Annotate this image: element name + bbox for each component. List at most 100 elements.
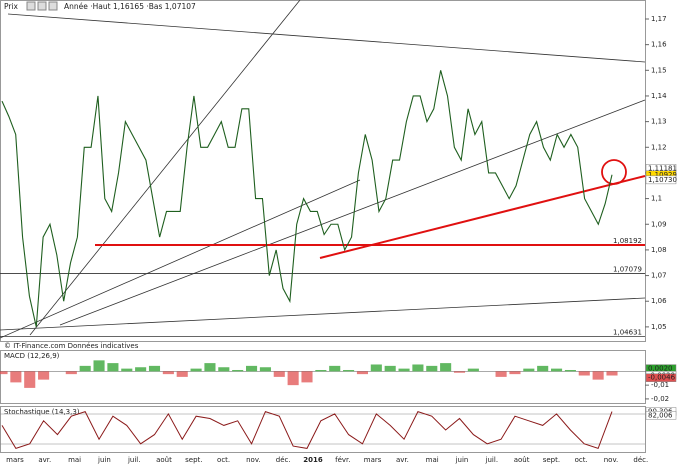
macd-bar xyxy=(204,363,216,372)
trend-line xyxy=(59,99,646,326)
level-label: 1,04631 xyxy=(613,328,642,336)
price-box xyxy=(645,411,677,420)
macd-bar xyxy=(495,371,507,377)
macd-bar xyxy=(287,371,299,386)
panel-title: Stochastique (14,3,3) xyxy=(4,408,80,416)
price-label: 1,11181 xyxy=(648,164,677,172)
price-label: 0,0020 xyxy=(648,365,673,373)
macd-bar xyxy=(273,371,285,377)
y-tick-label: 1,06 xyxy=(651,297,667,305)
x-tick-label: sept. xyxy=(543,456,560,464)
price-box xyxy=(645,175,677,185)
macd-bar xyxy=(467,368,479,372)
price-label: 1,10929 xyxy=(648,171,677,179)
x-tick-label: avr. xyxy=(38,456,51,464)
macd-bar xyxy=(176,371,188,377)
toolbar-icon[interactable] xyxy=(26,1,36,11)
macd-bar xyxy=(398,368,410,372)
x-tick-label: mars xyxy=(6,456,24,464)
x-tick-label: déc. xyxy=(276,456,291,464)
y-tick-label: 1,17 xyxy=(651,15,667,23)
highlight-circle xyxy=(601,159,627,185)
macd-bar xyxy=(384,365,396,372)
macd-bar xyxy=(232,369,244,372)
macd-bar xyxy=(578,371,590,376)
x-tick-label: nov. xyxy=(604,456,619,464)
macd-bar xyxy=(10,371,22,383)
macd-bar xyxy=(121,368,133,372)
source-note: © IT-Finance.com Données indicatives xyxy=(4,342,139,350)
x-tick-label: août xyxy=(156,456,172,464)
x-tick-label: août xyxy=(514,456,530,464)
panel-title: Prix xyxy=(4,2,19,11)
panel-subtitle: Année ·Haut 1,16165 ·Bas 1,07107 xyxy=(64,2,196,11)
macd-bar xyxy=(107,363,119,372)
x-tick-label: juil. xyxy=(127,456,141,464)
trend-line xyxy=(29,0,301,336)
x-tick-label: févr. xyxy=(335,456,350,464)
x-tick-label: juil. xyxy=(485,456,499,464)
macd-bar xyxy=(0,371,8,375)
y-tick-label: 1,16 xyxy=(651,41,667,49)
price-label: 82,006 xyxy=(648,411,673,419)
macd-bar xyxy=(315,369,327,372)
y-tick-label: 1,15 xyxy=(651,66,667,74)
macd-bar xyxy=(190,368,202,372)
y-tick-label: 1,07 xyxy=(651,272,667,280)
macd-bar xyxy=(592,371,604,380)
macd-panel-frame xyxy=(0,350,646,404)
macd-bar xyxy=(440,363,452,372)
macd-bar xyxy=(537,365,549,372)
macd-bar xyxy=(564,369,576,372)
y-tick-label: 1,09 xyxy=(651,220,667,228)
macd-bar xyxy=(79,365,91,372)
macd-bar xyxy=(246,365,258,372)
macd-bar xyxy=(509,371,521,375)
x-tick-label: juin xyxy=(97,456,111,464)
price-box xyxy=(645,373,677,382)
x-tick-label: mai xyxy=(426,456,439,464)
y-tick-label: 1,13 xyxy=(651,118,667,126)
x-tick-label: mars xyxy=(364,456,382,464)
y-tick-label: -0,02 xyxy=(651,395,669,403)
level-label: 1,07079 xyxy=(613,266,642,274)
x-tick-label: nov. xyxy=(246,456,261,464)
trend-line xyxy=(0,297,646,331)
y-tick-label: 1,1 xyxy=(651,195,662,203)
macd-bar xyxy=(218,367,230,372)
trend-line xyxy=(7,13,646,63)
macd-bar xyxy=(426,365,438,372)
panel-title: MACD (12,26,9) xyxy=(4,352,60,360)
toolbar-icon[interactable] xyxy=(48,1,58,11)
macd-bar xyxy=(301,371,313,383)
macd-bar xyxy=(93,360,105,372)
stoch-line xyxy=(1,410,613,450)
macd-bar xyxy=(370,364,382,372)
macd-bar xyxy=(38,371,50,380)
toolbar-icon[interactable] xyxy=(37,1,47,11)
macd-bar xyxy=(148,365,161,372)
y-tick-label: 1,14 xyxy=(651,92,667,100)
macd-bar xyxy=(551,368,563,372)
price-panel-frame xyxy=(0,0,646,342)
y-tick-label: -0,01 xyxy=(651,381,669,389)
macd-bar xyxy=(453,371,466,373)
macd-bar xyxy=(523,368,535,372)
macd-bar xyxy=(259,367,271,372)
macd-bar xyxy=(329,365,341,372)
macd-bar xyxy=(356,371,368,375)
x-tick-label: déc. xyxy=(633,456,648,464)
y-tick-label: 1,08 xyxy=(651,246,667,254)
y-tick-label: 1,12 xyxy=(651,143,667,151)
price-label: -0,0046 xyxy=(648,374,676,382)
macd-bar xyxy=(162,371,174,375)
macd-bar xyxy=(343,369,355,372)
price-line xyxy=(1,70,613,328)
price-label: 1,10730 xyxy=(648,176,677,184)
trend-line xyxy=(0,179,361,339)
x-tick-label: 2016 xyxy=(303,456,323,464)
x-tick-label: oct. xyxy=(217,456,230,464)
x-tick-label: mai xyxy=(68,456,81,464)
level-label: 1,08192 xyxy=(613,237,642,245)
macd-bar xyxy=(135,367,147,372)
